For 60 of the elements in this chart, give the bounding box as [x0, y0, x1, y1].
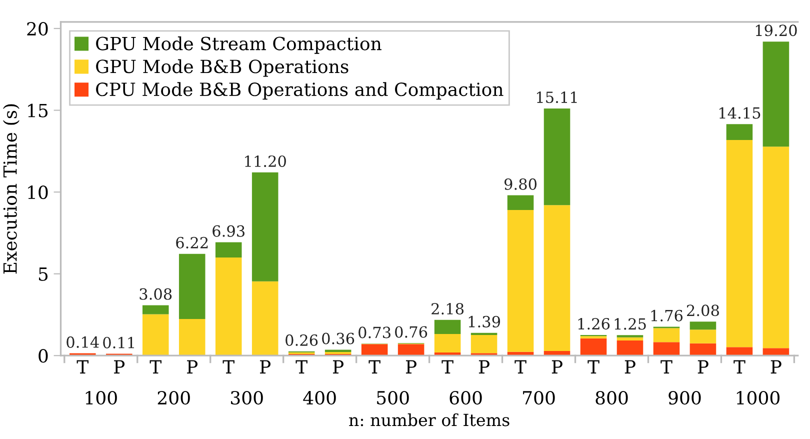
y-tick-label: 5: [38, 268, 48, 281]
total-label: 2.18: [432, 302, 464, 315]
x-tick-label: P: [624, 360, 636, 374]
x-tick-label: T: [442, 360, 454, 374]
y-tick-label: 10: [28, 186, 48, 200]
legend-label: GPU Mode B&B Operations: [96, 59, 348, 77]
x-tick-label: T: [368, 360, 380, 374]
x-tick-label: T: [296, 360, 308, 374]
total-label: 0.11: [103, 336, 134, 348]
total-label: 2.08: [687, 304, 719, 316]
x-tick-label: P: [332, 360, 344, 374]
total-label: 1.39: [468, 316, 500, 328]
total-label: 1.76: [651, 310, 683, 322]
x-axis-title: n: number of Items: [349, 413, 510, 426]
legend-label: GPU Mode Stream Compaction: [96, 36, 382, 54]
x-tick-label: T: [660, 360, 672, 374]
total-label: 6.22: [176, 236, 208, 248]
total-label: 0.26: [286, 334, 318, 346]
total-label: 3.08: [140, 288, 172, 300]
x-tick-label: T: [222, 360, 234, 374]
text: 700: [523, 390, 555, 405]
text: 300: [230, 390, 263, 405]
x-tick-label: T: [588, 360, 600, 374]
total-label: 6.93: [212, 225, 244, 237]
total-label: 1.25: [614, 318, 646, 330]
total-label: 0.14: [66, 336, 99, 348]
x-tick-label: T: [734, 360, 746, 374]
total-label: 14.15: [719, 107, 760, 119]
total-label: 9.80: [504, 178, 537, 190]
text: 800: [596, 390, 628, 405]
x-tick-label: P: [552, 360, 562, 374]
total-label: 0.73: [358, 326, 390, 338]
x-tick-label: T: [76, 360, 88, 374]
x-tick-label: T: [514, 360, 526, 374]
x-tick-label: P: [698, 360, 708, 374]
text: 100: [86, 390, 117, 405]
text: 600: [450, 390, 482, 405]
y-tick-label: 15: [28, 104, 48, 118]
text: 1000: [736, 390, 780, 405]
x-tick-label: P: [260, 360, 271, 374]
total-label: 11.20: [245, 155, 286, 167]
total-label: 0.76: [395, 326, 428, 338]
y-tick-label: 0: [38, 349, 48, 363]
total-label: 15.11: [537, 92, 577, 104]
x-tick-label: T: [150, 360, 162, 374]
total-label: 0.36: [322, 332, 354, 344]
x-tick-label: P: [187, 360, 198, 374]
y-axis-title: Execution Time (s): [2, 104, 20, 274]
x-tick-label: P: [770, 360, 782, 374]
text: 500: [377, 390, 409, 405]
x-tick-label: P: [406, 360, 416, 374]
x-tick-label: P: [478, 360, 490, 374]
x-tick-label: P: [114, 360, 125, 374]
text: 200: [158, 390, 190, 405]
y-tick-label: 20: [27, 22, 48, 36]
legend-label: CPU Mode B&B Operations and Compaction: [96, 82, 504, 100]
text: 400: [303, 390, 336, 405]
total-label: 19.20: [756, 24, 797, 36]
text: 900: [668, 390, 701, 405]
total-label: 1.26: [578, 318, 610, 330]
